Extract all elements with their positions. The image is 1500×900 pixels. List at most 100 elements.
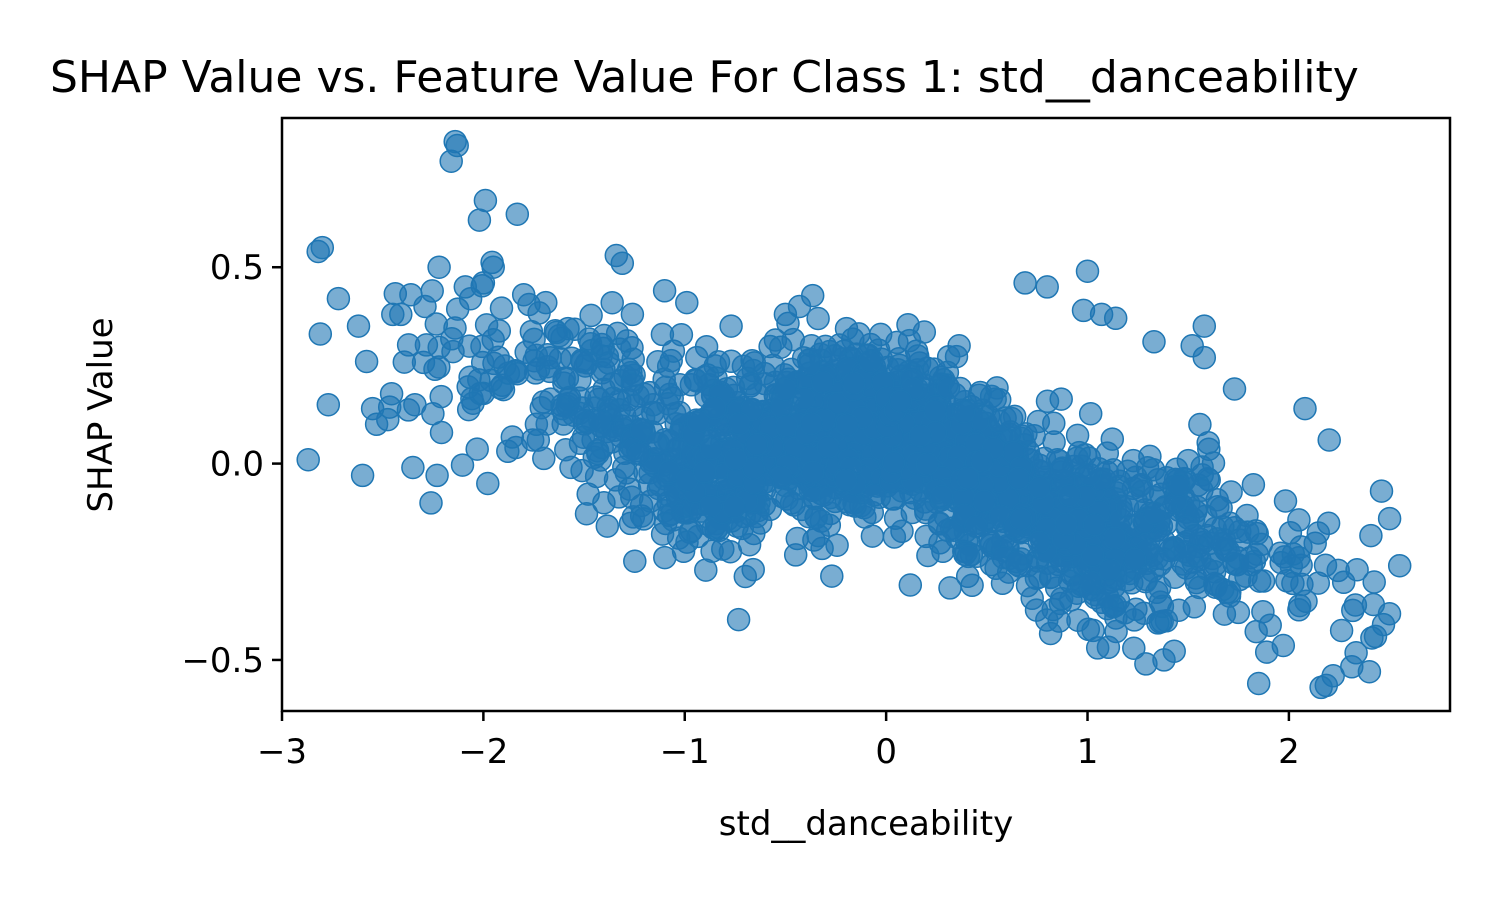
plot-frame: [280, 116, 1452, 713]
data-point: [389, 302, 413, 327]
x-tick-label: 2: [1278, 732, 1300, 772]
data-point: [1212, 602, 1237, 626]
data-point: [1357, 659, 1382, 684]
y-axis-ticks: −0.5 0.0 0.5: [181, 248, 282, 681]
data-point: [1371, 612, 1396, 637]
data-point: [1317, 428, 1341, 452]
data-point: [1039, 565, 1064, 589]
data-point: [1166, 473, 1191, 498]
data-point: [1190, 478, 1214, 502]
data-point: [1362, 570, 1386, 594]
data-point: [423, 357, 447, 382]
data-point: [1143, 501, 1167, 526]
data-point: [898, 573, 923, 597]
data-point: [379, 381, 404, 406]
data-point: [1192, 345, 1217, 370]
data-point: [842, 371, 866, 395]
data-point: [1151, 528, 1176, 553]
data-point: [1246, 671, 1271, 696]
data-point: [486, 345, 510, 369]
data-point: [413, 294, 437, 319]
data-point: [787, 294, 812, 319]
data-point: [947, 334, 971, 358]
x-tick-label: −1: [660, 732, 710, 772]
data-point: [326, 286, 351, 311]
data-point: [1027, 475, 1052, 500]
data-point: [1022, 424, 1046, 448]
x-tick-label: 1: [1077, 732, 1099, 772]
data-point: [396, 333, 421, 357]
data-point: [1241, 473, 1266, 497]
data-point: [354, 349, 379, 374]
data-point: [692, 460, 717, 484]
data-point: [685, 345, 709, 370]
data-point: [296, 447, 320, 472]
data-point: [1182, 523, 1207, 548]
data-point: [1287, 508, 1311, 532]
data-point: [773, 377, 797, 402]
data-point: [990, 571, 1015, 596]
data-point: [1082, 513, 1107, 537]
data-point: [799, 411, 823, 436]
data-point: [471, 271, 496, 295]
data-point: [1115, 495, 1140, 519]
data-point: [1281, 542, 1306, 566]
data-point: [1005, 550, 1029, 574]
data-point: [346, 314, 371, 338]
data-point: [1078, 570, 1103, 594]
data-point: [600, 290, 624, 315]
data-point: [834, 468, 858, 492]
data-point: [826, 391, 850, 416]
data-point: [471, 381, 496, 406]
data-point: [1377, 506, 1402, 531]
data-point: [310, 235, 335, 260]
data-point: [652, 279, 677, 303]
data-point: [467, 208, 492, 232]
data-point: [1182, 595, 1207, 619]
data-point: [1239, 552, 1264, 577]
data-point: [740, 348, 764, 373]
data-point: [538, 346, 563, 370]
data-point: [570, 350, 595, 374]
data-point: [908, 423, 933, 448]
data-point: [427, 255, 451, 279]
x-axis-label: std__danceability: [719, 804, 1013, 844]
data-point: [1343, 593, 1368, 617]
data-point: [1195, 557, 1219, 581]
data-point: [1313, 553, 1338, 578]
data-point: [474, 313, 499, 337]
data-point: [888, 389, 913, 414]
data-point: [1369, 479, 1394, 503]
data-point: [1057, 483, 1082, 508]
data-point: [792, 386, 816, 411]
data-point: [916, 543, 940, 568]
data-point: [1293, 396, 1317, 421]
data-point: [797, 352, 822, 377]
data-point: [364, 412, 389, 437]
data-point: [978, 529, 1002, 553]
data-point: [419, 491, 443, 515]
data-point: [1177, 543, 1202, 568]
data-point: [440, 327, 464, 351]
data-point: [847, 322, 871, 346]
data-point: [741, 557, 765, 582]
data-point: [915, 452, 940, 476]
data-point: [656, 391, 680, 416]
data-point: [401, 455, 425, 480]
data-point: [983, 387, 1007, 411]
data-point: [955, 466, 980, 490]
y-tick-label: 0.0: [210, 445, 264, 485]
data-point: [775, 414, 799, 438]
data-point: [637, 380, 662, 405]
data-point: [1013, 271, 1037, 295]
data-point: [1309, 675, 1333, 700]
data-point: [592, 323, 616, 348]
data-point: [534, 290, 558, 315]
data-point: [1027, 530, 1052, 554]
data-point: [1095, 585, 1120, 609]
data-point: [652, 367, 676, 391]
data-point: [948, 376, 973, 401]
data-point: [1049, 387, 1073, 411]
data-point: [1122, 636, 1146, 660]
data-point: [586, 441, 610, 466]
